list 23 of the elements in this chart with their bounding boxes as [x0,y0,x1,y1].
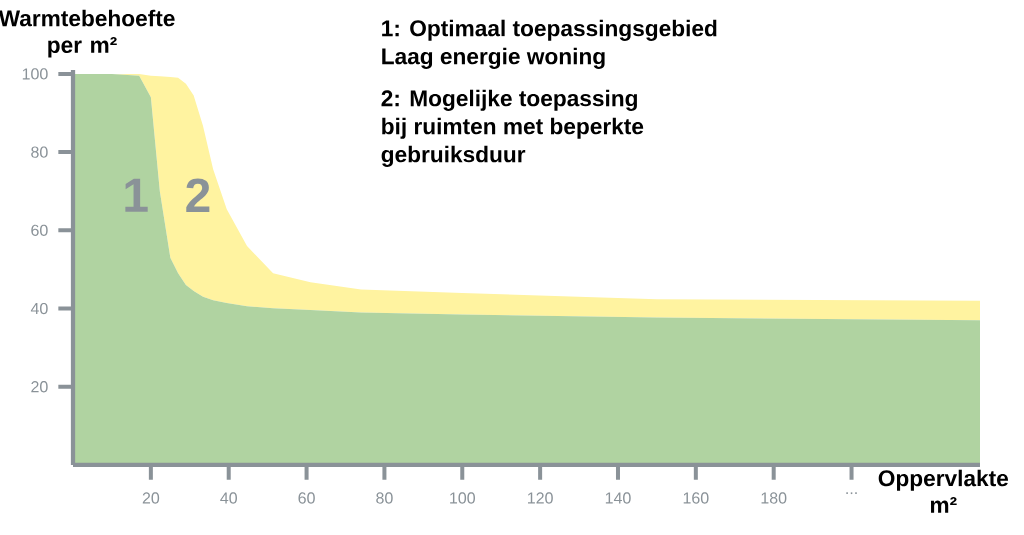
x-tick-label: 160 [683,492,709,504]
x-tick-label: 100 [450,492,475,504]
y-tick-label: 80 [31,146,48,158]
x-tick-label: 140 [605,492,631,504]
x-axis-title: Oppervlakte m² [878,469,1009,513]
x-tick-label: 180 [761,492,787,504]
text: 1: Optimaal toepassingsgebied [382,19,717,41]
x-tick-label: 120 [528,492,553,504]
x-tick-label: 80 [376,492,393,504]
y-tick-label: 60 [31,224,48,236]
text: Laag energie woning [382,47,605,69]
series-label: 1 [125,178,148,212]
y-tick-label: 100 [22,68,48,80]
annotation: bij ruimten met beperkte [382,117,644,139]
x-tick-label: 20 [142,492,160,504]
annotation: 2: Mogelijke toepassing [381,89,637,111]
x-tick-label: ... [846,492,857,495]
annotation: gebruiksduur [381,145,526,167]
x-tick-label: 60 [298,492,315,504]
x-tick-label: 40 [220,492,237,504]
y-tick-label: 20 [31,381,48,393]
series-label: 2 [186,178,210,212]
y-tick-label: 40 [30,302,48,315]
